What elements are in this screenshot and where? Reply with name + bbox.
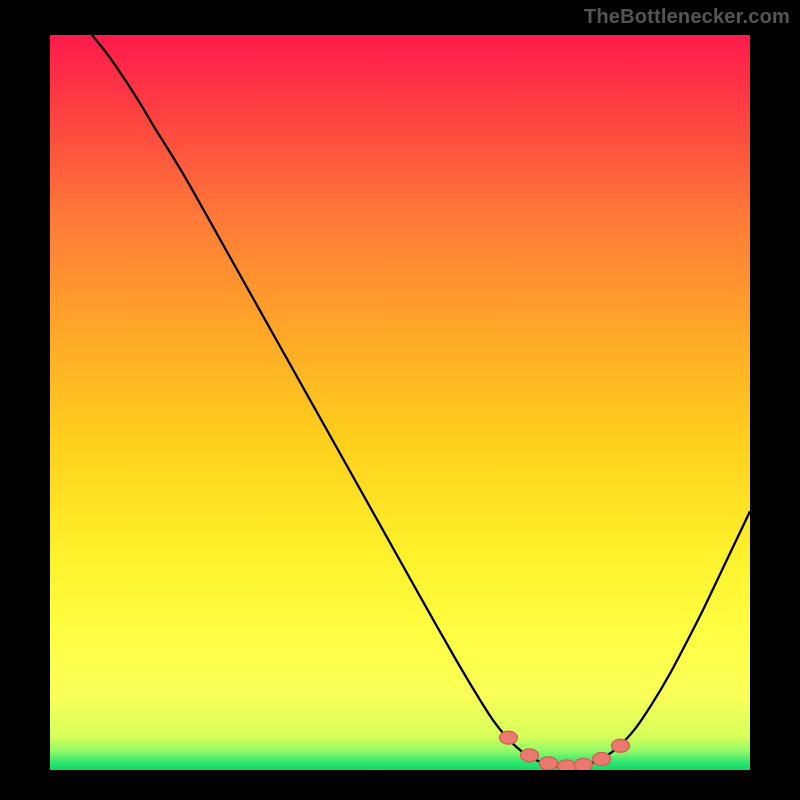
curve-marker <box>558 760 576 770</box>
chart-container: TheBottlenecker.com <box>0 0 800 800</box>
curve-marker <box>574 758 592 770</box>
watermark-text: TheBottlenecker.com <box>584 6 790 29</box>
curve-marker <box>500 731 518 744</box>
curve-marker <box>593 752 611 765</box>
plot-area <box>50 35 750 770</box>
curve-marker <box>521 749 539 762</box>
curve-marker <box>612 739 630 752</box>
marker-layer <box>50 35 750 770</box>
curve-marker <box>539 757 557 770</box>
